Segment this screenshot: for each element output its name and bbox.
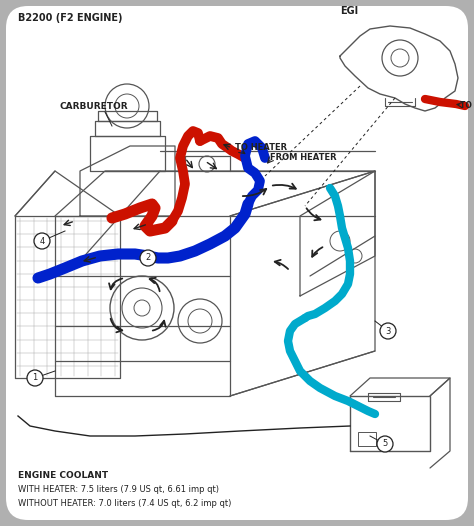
Circle shape: [140, 250, 156, 266]
Text: 4: 4: [39, 237, 45, 246]
Text: 1: 1: [32, 373, 37, 382]
Text: 2: 2: [146, 254, 151, 262]
Text: 5: 5: [383, 440, 388, 449]
Circle shape: [34, 233, 50, 249]
Bar: [358, 432, 376, 446]
Circle shape: [380, 323, 396, 339]
Text: WITH HEATER: 7.5 liters (7.9 US qt, 6.61 imp qt): WITH HEATER: 7.5 liters (7.9 US qt, 6.61…: [18, 485, 219, 494]
Text: B2200 (F2 ENGINE): B2200 (F2 ENGINE): [18, 13, 122, 23]
Text: EGI: EGI: [340, 6, 358, 16]
Text: WITHOUT HEATER: 7.0 liters (7.4 US qt, 6.2 imp qt): WITHOUT HEATER: 7.0 liters (7.4 US qt, 6…: [18, 499, 231, 508]
Circle shape: [27, 370, 43, 386]
Text: FROM HEATER: FROM HEATER: [270, 154, 337, 163]
Text: TO HEATER: TO HEATER: [460, 102, 474, 110]
Text: TO HEATER: TO HEATER: [235, 144, 287, 153]
Text: 3: 3: [385, 327, 391, 336]
Circle shape: [377, 436, 393, 452]
Text: CARBURETOR: CARBURETOR: [60, 102, 128, 111]
FancyBboxPatch shape: [6, 6, 468, 520]
Text: ENGINE COOLANT: ENGINE COOLANT: [18, 471, 108, 480]
